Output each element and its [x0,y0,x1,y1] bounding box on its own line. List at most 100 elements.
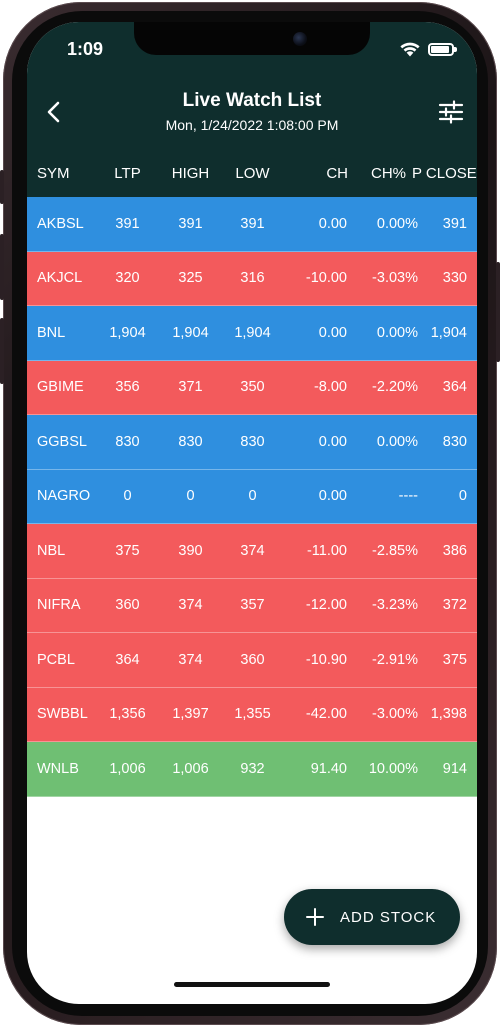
cell-low: 350 [240,379,265,396]
cell-ltp: 356 [115,379,140,396]
page-subtitle-datetime: Mon, 1/24/2022 1:08:00 PM [165,117,339,133]
cell-high: 371 [178,379,203,396]
cell-ch-percent: -2.91% [372,651,418,668]
cell-ch: 91.40 [310,760,347,777]
col-ltp[interactable]: LTP [114,164,141,182]
table-row[interactable]: GGBSL 830 830 830 0.00 0.00% 830 [27,415,477,470]
cell-p-close: 372 [442,597,467,614]
cell-sym: AKBSL [37,215,84,232]
cell-ltp: 830 [115,433,140,450]
cell-ch: 0.00 [318,433,347,450]
cell-p-close: 830 [442,433,467,450]
cell-sym: GBIME [37,379,84,396]
cell-p-close: 1,398 [430,706,467,723]
cell-high: 391 [178,215,203,232]
table-row[interactable]: NAGRO 0 0 0 0.00 ---- 0 [27,469,477,524]
cell-ch: 0.00 [318,324,347,341]
cell-ltp: 391 [115,215,140,232]
cell-low: 1,355 [234,706,271,723]
front-camera [293,32,307,46]
home-indicator[interactable] [174,982,330,987]
cell-low: 1,904 [234,324,271,341]
cell-ch-percent: -3.23% [372,597,418,614]
cell-low: 357 [240,597,265,614]
cell-ch-percent: 0.00% [376,433,418,450]
cell-low: 830 [240,433,265,450]
back-chevron-icon[interactable] [39,96,71,128]
cell-sym: AKJCL [37,270,83,287]
cell-sym: NBL [37,542,66,559]
cell-p-close: 386 [442,542,467,559]
cell-ltp: 375 [115,542,140,559]
cell-sym: SWBBL [37,706,88,723]
cell-p-close: 364 [442,379,467,396]
cell-sym: WNLB [37,760,79,777]
col-high[interactable]: HIGH [171,164,210,182]
col-ch-percent[interactable]: CH% [370,164,406,182]
cell-ch-percent: -3.00% [372,706,418,723]
app-screen: 1:09 Live Watch List Mon, 1/24/2022 1:08… [27,22,477,1004]
cell-ch-percent: ---- [398,488,418,505]
table-row[interactable]: AKBSL 391 391 391 0.00 0.00% 391 [27,197,477,252]
cell-sym: NAGRO [37,488,91,505]
col-low[interactable]: LOW [235,164,270,182]
cell-p-close: 391 [442,215,467,232]
cell-sym: GGBSL [37,433,87,450]
cell-ltp: 1,356 [109,706,146,723]
sliders-icon[interactable] [437,98,465,126]
cell-high: 1,397 [172,706,209,723]
cell-low: 932 [240,760,265,777]
volume-down-button [0,318,4,384]
watchlist-table: AKBSL 391 391 391 0.00 0.00% 391 AKJCL 3… [27,197,477,797]
volume-up-button [0,234,4,300]
battery-icon [428,43,457,56]
column-header-row: SYM LTP HIGH LOW CH CH% P CLOSE [27,153,477,193]
table-row[interactable]: GBIME 356 371 350 -8.00 -2.20% 364 [27,360,477,415]
cell-p-close: 375 [442,651,467,668]
page-title: Live Watch List [182,90,322,111]
cell-ch-percent: -2.85% [372,542,418,559]
table-row[interactable]: NIFRA 360 374 357 -12.00 -3.23% 372 [27,578,477,633]
col-sym[interactable]: SYM [37,164,70,182]
cell-ch: -10.00 [305,270,347,287]
col-ch[interactable]: CH [326,164,348,182]
cell-p-close: 0 [458,488,467,505]
cell-ltp: 1,904 [109,324,146,341]
notch [134,22,370,55]
table-row[interactable]: WNLB 1,006 1,006 932 91.40 10.00% 914 [27,742,477,797]
cell-ltp: 1,006 [109,760,146,777]
cell-ch: -42.00 [305,706,347,723]
table-row[interactable]: NBL 375 390 374 -11.00 -2.85% 386 [27,524,477,579]
cell-low: 391 [240,215,265,232]
cell-ch: -8.00 [313,379,347,396]
cell-sym: PCBL [37,651,75,668]
table-row[interactable]: SWBBL 1,356 1,397 1,355 -42.00 -3.00% 1,… [27,687,477,742]
cell-ch: 0.00 [318,215,347,232]
col-p-close[interactable]: P CLOSE [412,164,477,182]
mute-switch [0,170,4,204]
cell-high: 1,006 [172,760,209,777]
table-row[interactable]: BNL 1,904 1,904 1,904 0.00 0.00% 1,904 [27,306,477,361]
cell-high: 0 [186,488,195,505]
cell-ch: -12.00 [305,597,347,614]
cell-ch-percent: 0.00% [376,215,418,232]
table-row[interactable]: AKJCL 320 325 316 -10.00 -3.03% 330 [27,251,477,306]
cell-ltp: 320 [115,270,140,287]
cell-p-close: 330 [442,270,467,287]
cell-low: 360 [240,651,265,668]
cell-high: 374 [178,651,203,668]
add-stock-label: ADD STOCK [340,908,437,926]
power-button [496,262,500,362]
cell-ch-percent: 0.00% [376,324,418,341]
cell-ltp: 364 [115,651,140,668]
plus-icon [304,906,326,928]
cell-ltp: 0 [123,488,132,505]
add-stock-button[interactable]: ADD STOCK [284,889,460,945]
cell-ltp: 360 [115,597,140,614]
cell-p-close: 914 [442,760,467,777]
cell-high: 325 [178,270,203,287]
table-row[interactable]: PCBL 364 374 360 -10.90 -2.91% 375 [27,633,477,688]
cell-low: 374 [240,542,265,559]
cell-ch: 0.00 [318,488,347,505]
app-header: 1:09 Live Watch List Mon, 1/24/2022 1:08… [27,22,477,197]
